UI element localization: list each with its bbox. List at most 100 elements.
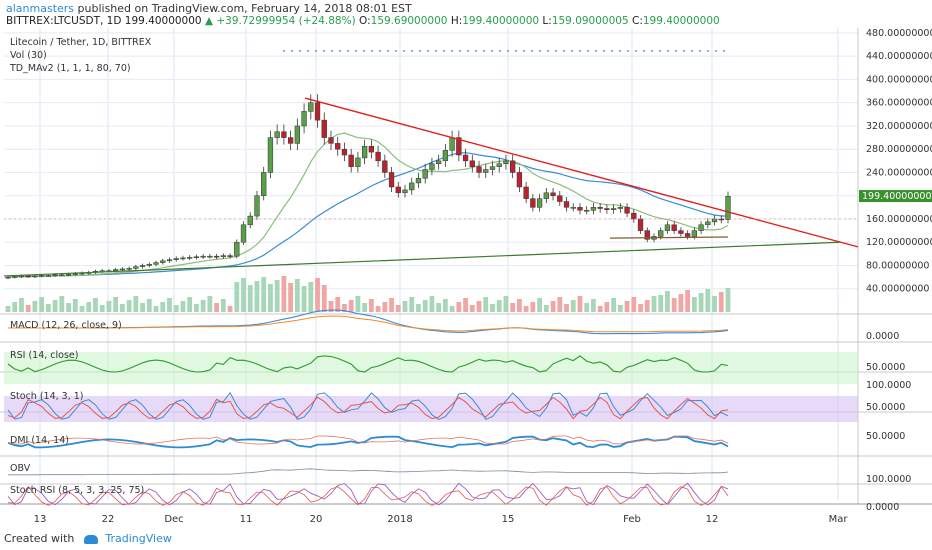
candle-body	[469, 160, 475, 167]
macd-signal-line	[8, 315, 729, 333]
candle-body	[388, 172, 395, 188]
candle-body	[718, 218, 724, 221]
price-tick-label: 280.00000000	[866, 144, 932, 155]
candle-body	[550, 192, 556, 196]
rsi-label: RSI (14, close)	[10, 350, 79, 361]
candle-body	[294, 125, 300, 144]
volume-bar	[328, 301, 334, 312]
price-tick-label: 240.00000000	[866, 167, 932, 178]
volume-bar	[456, 302, 462, 312]
candle-body	[382, 160, 388, 173]
candle-body	[254, 195, 260, 217]
volume-bar	[25, 305, 31, 312]
high-label: H:	[450, 15, 463, 27]
candle-body	[624, 207, 630, 214]
candle-body	[415, 178, 422, 184]
high-value: 199.40000000	[462, 15, 540, 27]
price-chart[interactable]: 13 22 Dec 11 20 2018 15 Feb 12 Mar 480.00000000 440…	[0, 28, 932, 528]
volume-bar	[348, 300, 354, 312]
volume-bar	[543, 305, 549, 312]
volume-bar	[247, 285, 253, 312]
tradingview-brand[interactable]: TradingView	[105, 532, 172, 545]
obv-label: OBV	[10, 463, 31, 474]
volume-bar	[597, 306, 603, 312]
candle-body	[523, 186, 529, 199]
rsi-tick: 50.0000	[866, 362, 905, 373]
price-tick-label: 480.00000000	[866, 28, 932, 39]
x-tick-label: Mar	[829, 514, 849, 525]
volume-bar	[409, 297, 415, 312]
candle-body	[328, 137, 334, 144]
volume-bar	[584, 303, 590, 312]
volume-bar	[59, 296, 65, 312]
volume-bar	[106, 301, 112, 312]
candle-body	[341, 148, 348, 156]
volume-bar	[93, 298, 98, 312]
candle-body	[664, 224, 671, 231]
volume-bar	[180, 301, 186, 312]
close-value: 199.40000000	[642, 15, 720, 27]
volume-bar	[665, 291, 670, 312]
volume-bar	[153, 306, 159, 312]
volume-bar	[718, 292, 724, 312]
candle-body	[281, 131, 287, 138]
price-tick-label: 320.00000000	[866, 121, 932, 132]
candle-body	[274, 131, 280, 138]
candle-body	[180, 257, 186, 260]
volume-bar	[335, 297, 341, 312]
candle-body	[207, 255, 213, 258]
x-tick-label: 11	[240, 514, 253, 525]
candle-body	[32, 275, 38, 278]
volume-bar	[194, 304, 199, 312]
volume-bar	[442, 299, 448, 312]
rsi-band	[4, 352, 858, 384]
candle-body	[38, 275, 45, 277]
macd-tick: 0.0000	[866, 331, 899, 342]
candle-body	[503, 160, 509, 164]
volume-bar	[577, 296, 583, 312]
ascending-trendline	[3, 241, 841, 277]
volume-bar	[66, 303, 71, 312]
candle-body	[496, 163, 502, 167]
volume-bar	[712, 296, 717, 312]
volume-bar	[631, 297, 637, 312]
volume-bar	[315, 278, 320, 312]
candle-body	[72, 273, 78, 275]
price-change: ▲ +39.72999954 (+24.88%)	[204, 15, 356, 27]
volume-bar	[86, 302, 92, 312]
candle-body	[658, 230, 664, 237]
candle-body	[5, 276, 11, 279]
publish-info: published on TradingView.com, February 1…	[77, 2, 412, 15]
descending-trendline	[304, 97, 859, 248]
obv-line	[8, 468, 729, 476]
x-tick-label: 12	[706, 514, 719, 525]
candle-body	[227, 255, 233, 257]
volume-bar	[355, 296, 361, 312]
last-price-badge-text: 199.40000000	[862, 191, 932, 202]
volume-bar	[463, 298, 468, 312]
volume-bar	[691, 297, 697, 312]
low-value: 159.09000005	[551, 15, 629, 27]
volume-bar	[274, 280, 280, 312]
rsi-line	[7, 355, 729, 373]
candle-body	[240, 224, 247, 243]
volume-bar	[268, 284, 273, 312]
author-link[interactable]: alanmasters	[6, 2, 75, 15]
candle-body	[422, 169, 428, 179]
candle-body	[348, 154, 354, 167]
volume-bar	[375, 306, 381, 312]
candle-body	[597, 207, 603, 209]
volume-bar	[570, 300, 576, 312]
candle-body	[483, 169, 489, 173]
adx-line	[7, 435, 729, 449]
tdma-indicator-label: TD_MAv2 (1, 1, 1, 80, 70)	[10, 63, 131, 74]
candle-body	[429, 163, 435, 170]
price-tick-label: 160.00000000	[866, 214, 932, 225]
price-tick-label: 120.00000000	[866, 237, 932, 248]
volume-bar	[187, 297, 193, 312]
volume-bar	[658, 295, 664, 312]
volume-bar	[503, 296, 509, 312]
candle-body	[584, 209, 590, 212]
volume-bar	[5, 306, 11, 312]
volume-bar	[167, 298, 172, 312]
